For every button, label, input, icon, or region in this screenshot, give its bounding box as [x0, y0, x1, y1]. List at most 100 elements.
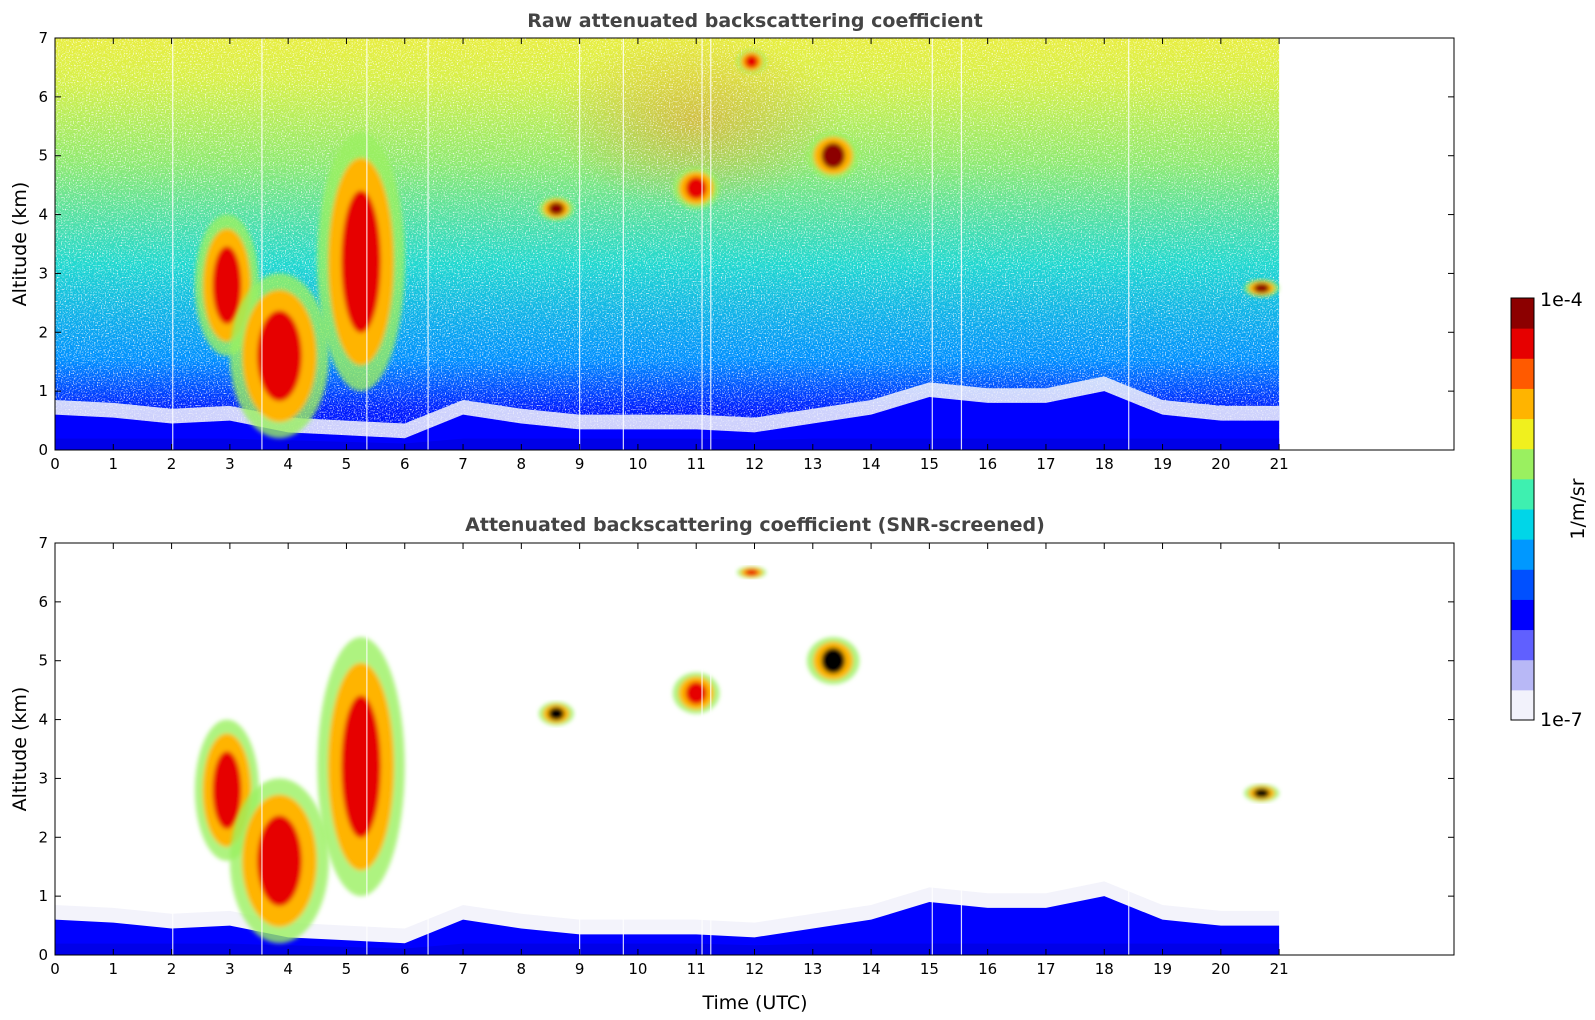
cloud-core: [548, 707, 565, 721]
cloud-core: [1253, 788, 1270, 798]
colorbar-unit-label: 1/m/sr: [1567, 478, 1589, 539]
y-tick-label: 3: [38, 769, 48, 787]
x-tick-label: 12: [745, 455, 764, 473]
plot-area: [55, 543, 1280, 955]
colorbar-frame: [1510, 297, 1535, 721]
x-tick-label: 2: [167, 960, 177, 978]
x-tick-label: 21: [1270, 960, 1289, 978]
x-tick-label: 8: [517, 960, 527, 978]
x-tick-label: 12: [745, 960, 764, 978]
cloud-core: [685, 681, 707, 705]
y-tick-label: 1: [38, 887, 48, 905]
y-tick-label: 3: [38, 264, 48, 282]
cloud-feature: [672, 672, 720, 714]
y-tick-label: 6: [38, 593, 48, 611]
cloud-core: [548, 202, 565, 216]
x-tick-label: 14: [862, 960, 881, 978]
cloud-feature: [538, 701, 574, 726]
x-tick-label: 1: [109, 455, 119, 473]
colorbar-swatch: [1511, 328, 1534, 359]
cloud-core: [745, 569, 759, 576]
chart-title: Raw attenuated backscattering coefficien…: [527, 10, 983, 32]
x-tick-label: 17: [1036, 960, 1055, 978]
boundary-layer-core: [55, 438, 1280, 450]
cloud-core: [212, 246, 242, 325]
cloud-core: [821, 647, 845, 674]
colorbar-swatch: [1511, 569, 1534, 600]
x-tick-label: 13: [803, 455, 822, 473]
colorbar-swatch: [1511, 418, 1534, 450]
x-tick-label: 19: [1153, 960, 1172, 978]
y-axis-label: Altitude (km): [9, 182, 31, 307]
x-tick-label: 15: [920, 960, 939, 978]
colorbar-swatch: [1511, 539, 1534, 570]
x-tick-label: 14: [862, 455, 881, 473]
colorbar-swatch: [1511, 298, 1534, 329]
cloud-core: [685, 176, 707, 200]
colorbar-swatch: [1511, 509, 1534, 540]
x-tick-label: 7: [458, 960, 468, 978]
colorbar-bottom-label: 1e-7: [1540, 709, 1583, 731]
x-tick-label: 9: [575, 455, 585, 473]
y-axis-label: Altitude (km): [9, 687, 31, 812]
y-tick-label: 5: [38, 147, 48, 165]
colorbar-swatches: [1511, 298, 1534, 721]
x-tick-label: 5: [342, 455, 352, 473]
x-tick-label: 6: [400, 960, 410, 978]
x-tick-label: 1: [109, 960, 119, 978]
cloud-core: [745, 55, 759, 69]
x-tick-label: 5: [342, 960, 352, 978]
colorbar-swatch: [1511, 388, 1534, 420]
panel-2: 0 1 2 3 4 5 6 7 8 9 10 11 12 13 14 15 16 17 18 19 20 21012345…: [9, 514, 1455, 1014]
x-tick-label: 2: [167, 455, 177, 473]
boundary-layer-core: [55, 943, 1280, 955]
x-tick-label: 13: [803, 960, 822, 978]
cloud-feature: [737, 49, 767, 74]
x-tick-label: 4: [283, 455, 293, 473]
x-tick-label: 17: [1036, 455, 1055, 473]
cloud-core: [341, 695, 381, 838]
cloud-core: [341, 190, 381, 333]
y-tick-label: 2: [38, 828, 48, 846]
x-tick-label: 9: [575, 960, 585, 978]
colorbar-swatch: [1511, 358, 1534, 389]
y-tick-label: 0: [38, 441, 48, 459]
cloud-feature: [229, 778, 329, 944]
y-tick-label: 6: [38, 88, 48, 106]
x-tick-label: 18: [1095, 960, 1114, 978]
x-tick-label: 8: [517, 455, 527, 473]
y-tick-label: 7: [38, 29, 48, 47]
y-tick-label: 0: [38, 946, 48, 964]
x-tick-label: 0: [50, 455, 60, 473]
x-axis-label: Time (UTC): [701, 992, 807, 1014]
x-tick-label: 18: [1095, 455, 1114, 473]
x-tick-label: 7: [458, 455, 468, 473]
boundary-layer: [55, 391, 1280, 450]
cloud-feature: [806, 132, 860, 180]
cloud-core: [257, 310, 302, 402]
colorbar-swatch: [1511, 629, 1534, 661]
cloud-feature: [538, 196, 574, 221]
cloud-core: [257, 815, 302, 907]
colorbar-swatch: [1511, 689, 1534, 721]
heatmap-panels: 0 1 2 3 4 5 6 7 8 9 10 11 12 13 14 15 16 17 18 19 20 21012345…: [9, 10, 1455, 1014]
plot-area: [55, 38, 1280, 450]
x-tick-label: 6: [400, 455, 410, 473]
cloud-feature: [737, 566, 767, 579]
chart-title: Attenuated backscattering coefficient (S…: [465, 514, 1045, 536]
x-tick-label: 20: [1211, 960, 1230, 978]
cloud-core: [821, 142, 845, 169]
cloud-core: [212, 751, 242, 830]
boundary-layer: [55, 896, 1280, 955]
x-tick-label: 19: [1153, 455, 1172, 473]
cloud-feature: [317, 637, 405, 897]
x-tick-label: 3: [225, 455, 235, 473]
cloud-feature: [317, 132, 405, 392]
y-tick-label: 2: [38, 323, 48, 341]
y-tick-label: 1: [38, 382, 48, 400]
colorbar-swatch: [1511, 599, 1534, 631]
x-tick-label: 10: [628, 960, 647, 978]
cloud-feature: [229, 273, 329, 439]
y-tick-label: 4: [38, 711, 48, 729]
